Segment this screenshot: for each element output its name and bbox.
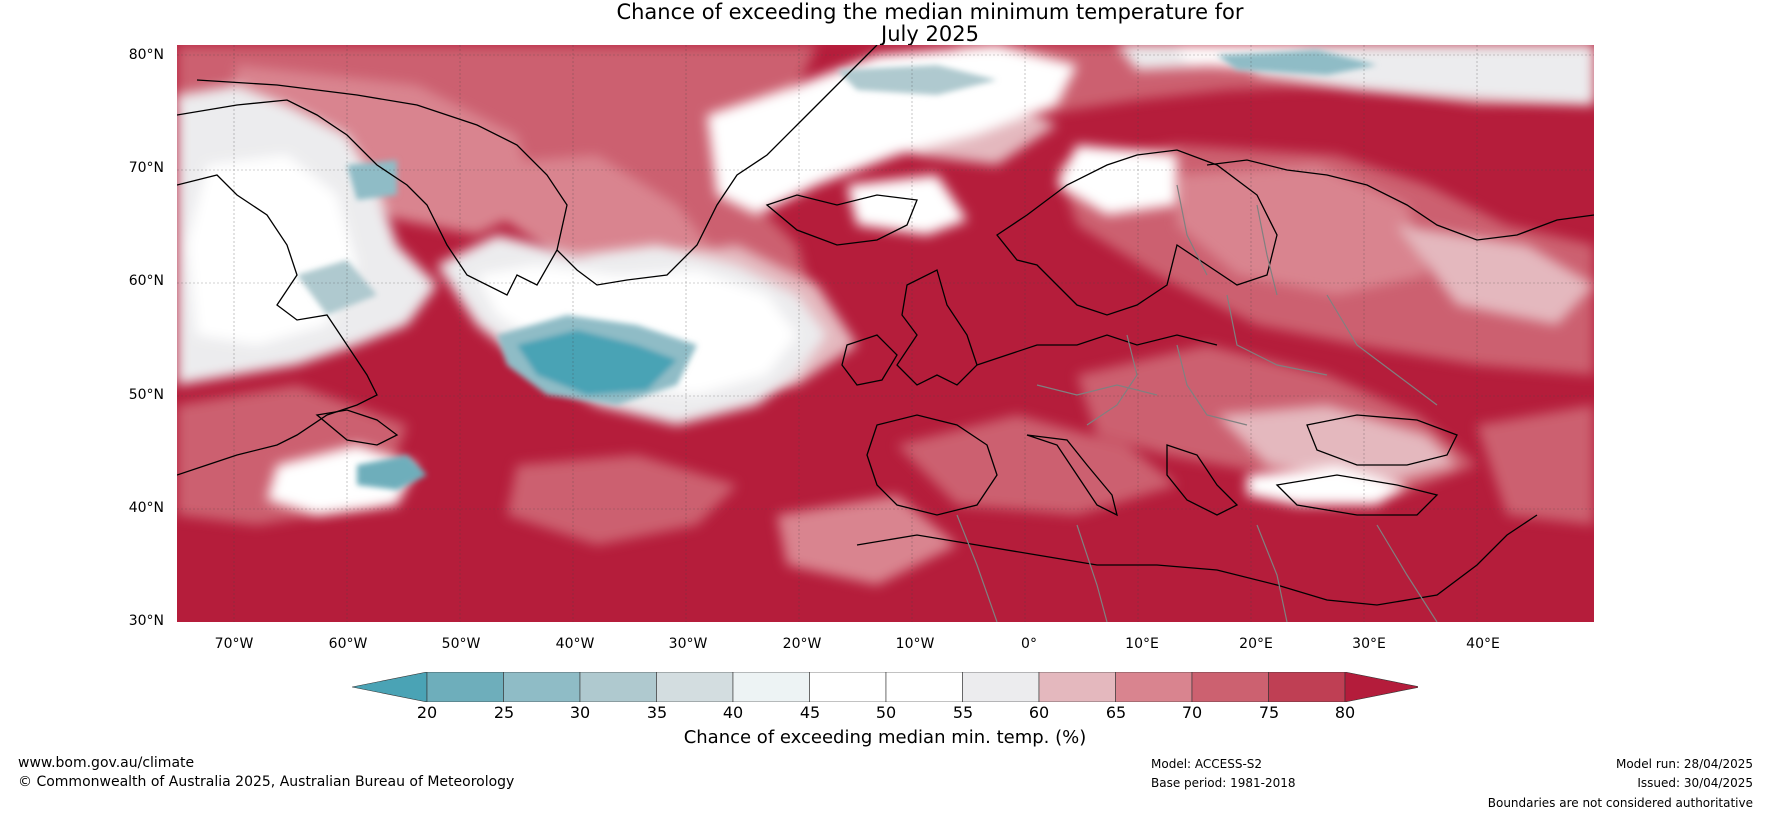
great-britain-coast [896,269,978,386]
contours-blue [297,50,1377,490]
colorbar-tick-60: 60 [1028,703,1050,722]
lon-label-10e: 10°E [1125,636,1159,652]
italy-coast [1026,434,1118,517]
colorbar-tick-55: 55 [952,703,974,722]
lon-label-60w: 60°W [328,636,368,652]
colorbar-tick-80: 80 [1334,703,1356,722]
iberia-coast [866,414,998,516]
scandinavia-coast [996,149,1278,316]
black-sea-coast [1306,414,1458,466]
colorbar [352,672,1418,702]
ireland-coast [841,334,898,386]
colorbar-segment [1268,672,1346,702]
country-borders [956,184,1438,622]
model-run-text: Model run: 28/04/2025 [1615,757,1753,771]
lon-label-40e: 40°E [1466,636,1500,652]
issued-text: Issued: 30/04/2025 [1637,776,1753,790]
lon-label-50w: 50°W [441,636,481,652]
lat-label-70n: 70°N [128,160,164,176]
colorbar-tick-70: 70 [1181,703,1203,722]
iceland-coast [765,194,918,246]
copyright-text: © Commonwealth of Australia 2025, Austra… [18,774,515,790]
colorbar-segment [1115,672,1193,702]
colorbar-segments [352,672,1418,702]
colorbar-tick-45: 45 [799,703,821,722]
probability-map [177,45,1594,622]
lat-label-40n: 40°N [128,500,164,516]
lon-label-0: 0° [1021,636,1037,652]
lon-label-20w: 20°W [782,636,822,652]
lon-label-10w: 10°W [895,636,935,652]
coastlines [177,45,1594,606]
colorbar-segment [1038,672,1116,702]
colorbar-tick-65: 65 [1105,703,1127,722]
base-period-text: Base period: 1981-2018 [1151,776,1296,790]
colorbar-segment [885,672,963,702]
colorbar-tick-20: 20 [416,703,438,722]
disclaimer-text: Boundaries are not considered authoritat… [1487,796,1753,810]
lon-label-70w: 70°W [214,636,254,652]
colorbar-label: Chance of exceeding median min. temp. (%… [683,727,1087,748]
colorbar-segment [1191,672,1269,702]
colorbar-tick-40: 40 [722,703,744,722]
colorbar-extend-low [352,672,428,702]
colorbar-extend-high [1344,672,1418,702]
colorbar-segment [656,672,734,702]
lon-label-20e: 20°E [1239,636,1273,652]
lon-label-30w: 30°W [668,636,708,652]
colorbar-segment [962,672,1040,702]
colorbar-tick-25: 25 [493,703,515,722]
colorbar-tick-50: 50 [875,703,897,722]
colorbar-tick-35: 35 [646,703,668,722]
lon-label-40w: 40°W [555,636,595,652]
colorbar-segment [732,672,810,702]
colorbar-tick-30: 30 [569,703,591,722]
lat-label-50n: 50°N [128,387,164,403]
colorbar-tick-75: 75 [1258,703,1280,722]
lon-label-30e: 30°E [1352,636,1386,652]
colorbar-segment [503,672,581,702]
model-text: Model: ACCESS-S2 [1151,757,1263,771]
graticule [177,45,1594,622]
lat-label-30n: 30°N [128,613,164,629]
greenland-west-coast [177,79,568,296]
colorbar-segment [579,672,657,702]
map-title-line2: July 2025 [881,22,979,46]
lat-label-60n: 60°N [128,273,164,289]
colorbar-segment [809,672,887,702]
website-text: www.bom.gov.au/climate [18,755,195,771]
map-svg [177,45,1594,622]
lat-label-80n: 80°N [128,47,164,63]
map-title-line1: Chance of exceeding the median minimum t… [616,0,1244,24]
colorbar-segment [426,672,504,702]
